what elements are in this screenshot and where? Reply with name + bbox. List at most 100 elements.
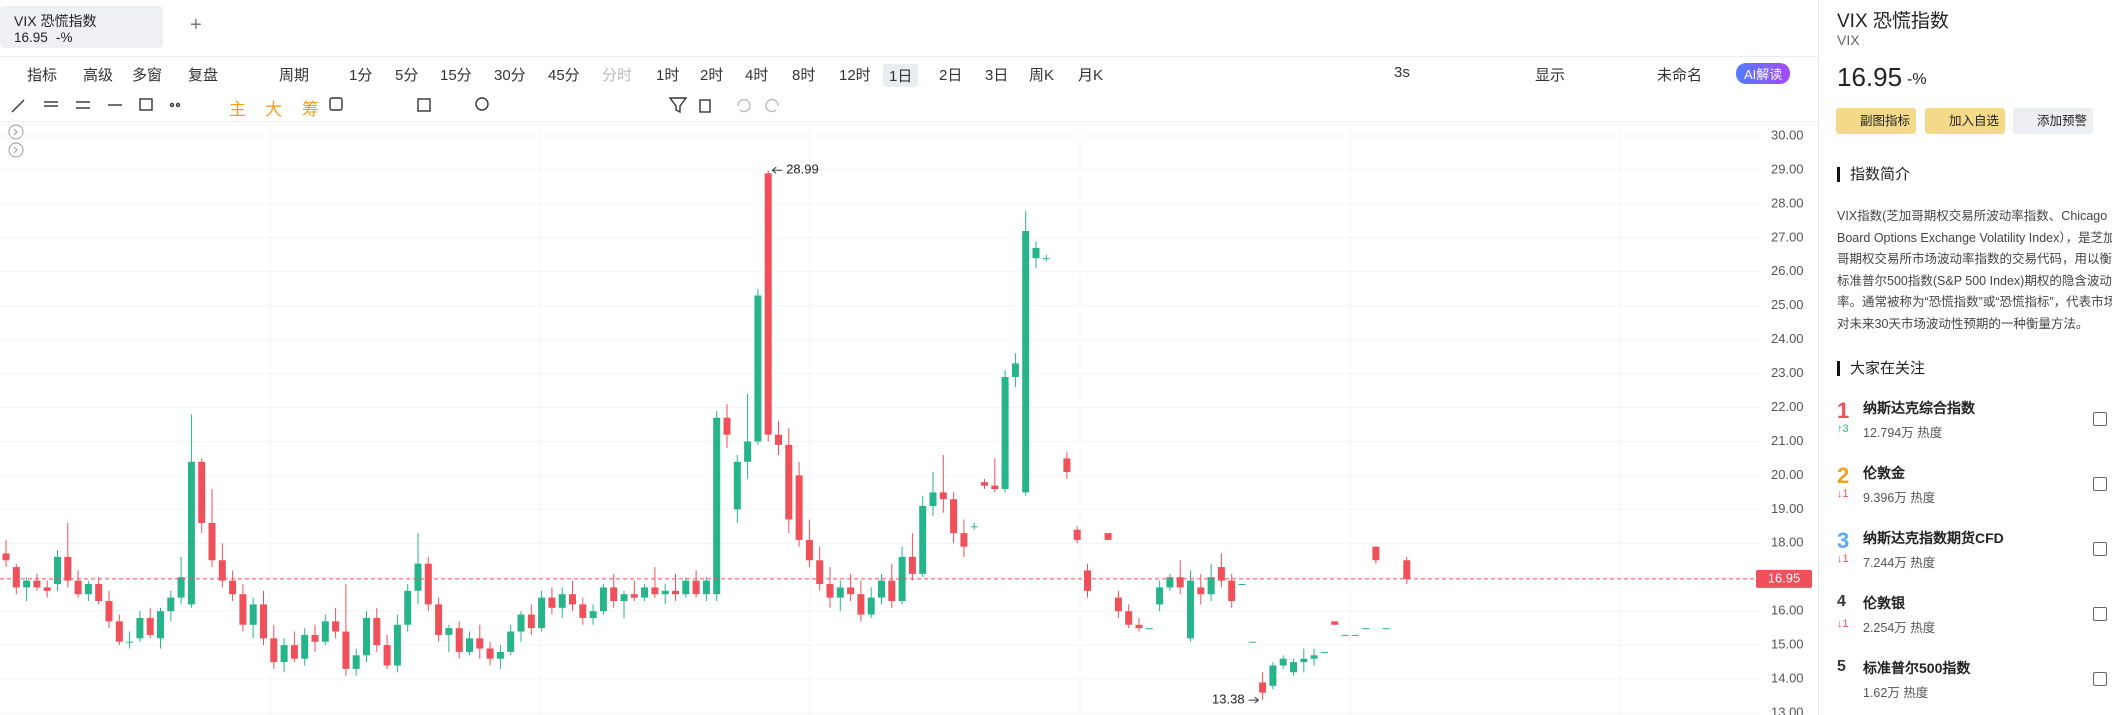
candle-body bbox=[64, 556, 72, 581]
heat: 12.794万 热度 bbox=[1863, 426, 1943, 440]
candle-body bbox=[981, 482, 988, 486]
name: 伦敦银 bbox=[1863, 595, 1905, 611]
candle-body bbox=[187, 461, 195, 605]
add-button[interactable] bbox=[2093, 607, 2107, 621]
y-tick-label: 13.00 bbox=[1771, 704, 1804, 715]
candle-body bbox=[332, 621, 340, 632]
toolbar-item[interactable]: 月K bbox=[1078, 67, 1104, 84]
candle-body bbox=[157, 611, 164, 639]
last-price-box bbox=[1756, 569, 1812, 588]
add-button[interactable] bbox=[2093, 672, 2107, 686]
toolbar-item[interactable]: 4时 bbox=[745, 67, 769, 84]
add-button[interactable] bbox=[2093, 412, 2107, 426]
candle-body bbox=[888, 580, 896, 601]
candle-body bbox=[682, 580, 690, 595]
toolbar-item[interactable]: 未命名 bbox=[1657, 67, 1703, 84]
toolbar-item[interactable]: 分时 bbox=[602, 67, 633, 84]
rank-change: ↓1 bbox=[1837, 553, 1849, 565]
toolbar-item[interactable]: 周K bbox=[1029, 67, 1055, 84]
y-tick-label: 26.00 bbox=[1771, 263, 1804, 278]
button[interactable]: 副图指标 bbox=[1836, 108, 1916, 134]
candle-body bbox=[950, 499, 958, 534]
candle-body bbox=[723, 417, 731, 435]
toolbar-item[interactable]: 30分 bbox=[494, 67, 526, 84]
candle-body bbox=[1114, 597, 1122, 612]
candle-body bbox=[1217, 567, 1225, 581]
candle-body bbox=[1269, 665, 1277, 686]
candle-body bbox=[260, 604, 267, 639]
candle-body bbox=[1042, 258, 1050, 260]
candle-body bbox=[641, 587, 649, 598]
watch-item[interactable]: 1 纳斯达克综合指数 12.794万 热度 ↑3 bbox=[1837, 396, 2107, 446]
toolbar-item[interactable]: 5分 bbox=[395, 67, 419, 84]
candlestick-chart: 13.0014.0015.0016.0017.0018.0019.0020.00… bbox=[0, 121, 1812, 715]
rank: 5 bbox=[1837, 658, 1846, 675]
y-tick-label: 21.00 bbox=[1771, 433, 1804, 448]
button[interactable]: 加入自选 bbox=[1925, 108, 2005, 134]
toolbar-item[interactable]: 多窗 bbox=[132, 67, 163, 84]
candle-body bbox=[12, 567, 20, 588]
toolbar-item[interactable]: 2时 bbox=[700, 67, 724, 84]
drawing-tool[interactable]: 大 bbox=[265, 100, 282, 119]
toolbar-item[interactable]: 显示 bbox=[1535, 67, 1566, 84]
tab[interactable]: VIX 恐慌指数 16.95 -% bbox=[0, 6, 163, 48]
candle-body bbox=[301, 634, 309, 659]
add-button[interactable] bbox=[2093, 477, 2107, 491]
candle-body bbox=[775, 434, 782, 445]
candle-body bbox=[805, 539, 813, 561]
candle-body bbox=[702, 580, 710, 595]
candle-body bbox=[393, 624, 401, 666]
rank: 3 bbox=[1837, 528, 1850, 553]
toolbar-item[interactable]: 45分 bbox=[548, 67, 580, 84]
drawing-tool[interactable]: 筹 bbox=[302, 100, 319, 119]
toolbar-item[interactable]: 周期 bbox=[279, 67, 310, 84]
toolbar-item[interactable]: 复盘 bbox=[188, 67, 219, 84]
candle-body bbox=[1156, 587, 1164, 605]
arrow bbox=[771, 166, 783, 174]
candle-body bbox=[1084, 570, 1091, 591]
tab-price: 16.95 bbox=[14, 30, 48, 45]
section-title: 大家在关注 bbox=[1837, 361, 1925, 376]
toolbar-item[interactable]: 2日 bbox=[939, 67, 963, 84]
candle-body bbox=[764, 173, 772, 435]
watch-item[interactable]: 5 标准普尔500指数 1.62万 热度 bbox=[1837, 656, 2107, 706]
toolbar-item[interactable]: 1时 bbox=[656, 67, 680, 84]
candle-body bbox=[1145, 628, 1153, 630]
toolbar-item[interactable]: 8时 bbox=[792, 67, 816, 84]
toolbar-item[interactable]: 12时 bbox=[839, 67, 871, 84]
candle-body bbox=[651, 587, 659, 595]
collapse-icons[interactable] bbox=[4, 122, 28, 162]
rank-change: ↑3 bbox=[1837, 423, 1849, 435]
candle-body bbox=[229, 580, 237, 595]
y-tick-label: 27.00 bbox=[1771, 229, 1804, 244]
rank-change: ↓1 bbox=[1837, 488, 1849, 500]
divider bbox=[0, 121, 1818, 122]
toolbar-item[interactable]: 高级 bbox=[83, 67, 114, 84]
watch-item[interactable]: 2 伦敦金 9.396万 热度 ↓1 bbox=[1837, 461, 2107, 511]
toolbar-item[interactable]: 3日 bbox=[985, 67, 1009, 84]
button[interactable]: 添加预警 bbox=[2013, 108, 2093, 134]
side-panel: VIX 恐慌指数 VIX 16.95 -% 副图指标 加入自选 添加预警 指数简… bbox=[1818, 0, 2112, 715]
toolbar-item[interactable]: AI解读 bbox=[1736, 63, 1791, 84]
add-button[interactable] bbox=[2093, 542, 2107, 556]
y-tick-label: 19.00 bbox=[1771, 501, 1804, 516]
candle-body bbox=[249, 604, 257, 625]
toolbar-item[interactable]: 1分 bbox=[349, 67, 373, 84]
toolbar-item[interactable]: 3s bbox=[1394, 64, 1410, 81]
watch-item[interactable]: 3 纳斯达克指数期货CFD 7.244万 热度 ↓1 bbox=[1837, 526, 2107, 576]
candle-body bbox=[898, 556, 906, 601]
toolbar-item[interactable]: 15分 bbox=[440, 67, 472, 84]
y-tick-label: 30.00 bbox=[1771, 127, 1804, 142]
drawing-tool[interactable]: 主 bbox=[229, 100, 246, 119]
candle-body bbox=[1341, 634, 1349, 636]
y-tick-label: 28.00 bbox=[1771, 195, 1804, 210]
add-tab[interactable]: + bbox=[190, 14, 202, 36]
candle-body bbox=[146, 617, 154, 635]
watch-item[interactable]: 4 伦敦银 2.254万 热度 ↓1 bbox=[1837, 591, 2107, 641]
candle-body bbox=[1125, 611, 1133, 625]
toolbar-item[interactable]: 指标 bbox=[27, 67, 58, 84]
toolbar-item[interactable]: 1日 bbox=[883, 64, 919, 87]
candle-body bbox=[1135, 624, 1143, 629]
name: 纳斯达克指数期货CFD bbox=[1863, 530, 2004, 546]
